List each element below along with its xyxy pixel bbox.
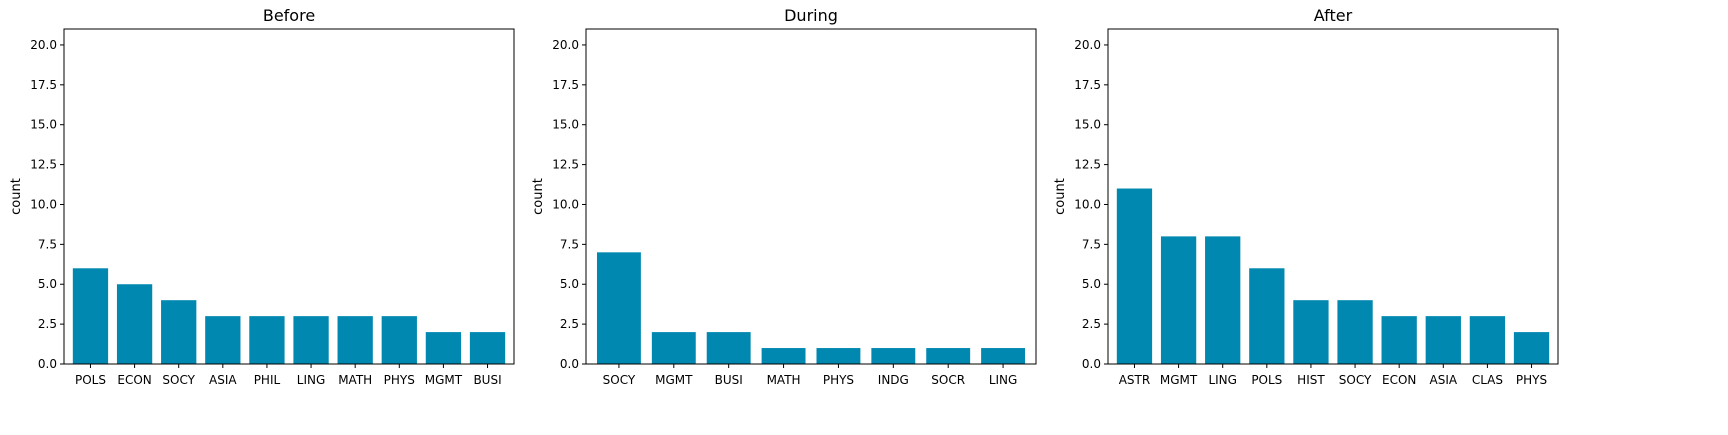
bar-econ — [116, 284, 153, 364]
bar-phys — [381, 316, 417, 364]
y-tick-label: 0.0 — [38, 357, 57, 371]
chart-title: Before — [263, 6, 315, 25]
x-tick-label: SOCY — [162, 373, 195, 387]
axes-frame — [1107, 28, 1559, 365]
x-tick-label: SOCY — [603, 373, 636, 387]
x-tick-label: MATH — [338, 373, 372, 387]
x-tick-label: SOCY — [1339, 373, 1372, 387]
x-tick-label: PHYS — [384, 373, 415, 387]
y-tick-label: 5.0 — [1082, 277, 1101, 291]
y-tick-label: 20.0 — [552, 38, 579, 52]
bar-socy — [1337, 300, 1373, 364]
chart-title: After — [1314, 6, 1353, 25]
y-tick-label: 12.5 — [552, 158, 579, 172]
bar-math — [337, 316, 373, 364]
x-tick-label: LING — [989, 373, 1018, 387]
y-tick-label: 12.5 — [30, 158, 57, 172]
y-tick-label: 5.0 — [560, 277, 579, 291]
y-tick-label: 10.0 — [1074, 197, 1101, 211]
x-tick-label: PHYS — [1516, 373, 1547, 387]
bar-asia — [205, 316, 241, 364]
x-tick-label: POLS — [75, 373, 106, 387]
y-tick-label: 2.5 — [1082, 317, 1101, 331]
x-tick-label: HIST — [1297, 373, 1325, 387]
y-tick-label: 10.0 — [552, 197, 579, 211]
x-tick-label: MGMT — [655, 373, 693, 387]
bar-pols — [1249, 268, 1285, 364]
bar-phys — [816, 348, 861, 364]
bar-busi — [706, 332, 751, 364]
y-tick-label: 7.5 — [1082, 237, 1101, 251]
bar-socr — [926, 348, 971, 364]
x-tick-label: ASIA — [1430, 373, 1458, 387]
y-tick-label: 20.0 — [1074, 38, 1101, 52]
x-tick-label: BUSI — [715, 373, 743, 387]
y-axis-label: count — [1053, 178, 1068, 215]
bar-phil — [249, 316, 285, 364]
x-tick-label: ECON — [1382, 373, 1416, 387]
y-tick-label: 7.5 — [560, 237, 579, 251]
y-tick-label: 17.5 — [30, 78, 57, 92]
y-tick-label: 20.0 — [30, 38, 57, 52]
y-tick-label: 15.0 — [552, 118, 579, 132]
x-tick-label: LING — [1208, 373, 1237, 387]
x-tick-label: MGMT — [425, 373, 463, 387]
x-tick-label: BUSI — [473, 373, 501, 387]
bar-hist — [1293, 300, 1329, 364]
bar-phys — [1513, 332, 1550, 364]
x-tick-label: SOCR — [931, 373, 965, 387]
y-tick-label: 15.0 — [30, 118, 57, 132]
chart-panel-1: 0.0 2.5 5.0 7.5 10.0 12.5 15.0 17.5 20.0 POLS ECON… — [9, 6, 515, 387]
x-tick-label: PHYS — [823, 373, 854, 387]
bar-clas — [1469, 316, 1506, 364]
bar-ling — [1205, 236, 1241, 364]
x-tick-label: LING — [297, 373, 326, 387]
bar-mgmt — [651, 332, 696, 364]
x-tick-label: MGMT — [1160, 373, 1198, 387]
x-tick-label: ASIA — [209, 373, 237, 387]
x-tick-label: POLS — [1251, 373, 1282, 387]
x-tick-label: PHIL — [254, 373, 281, 387]
bar-ling — [293, 316, 329, 364]
x-tick-label: MATH — [767, 373, 801, 387]
bar-socy — [161, 300, 197, 364]
bar-astr — [1116, 188, 1153, 364]
y-tick-label: 0.0 — [560, 357, 579, 371]
y-tick-label: 0.0 — [1082, 357, 1101, 371]
y-tick-label: 15.0 — [1074, 118, 1101, 132]
x-tick-label: ASTR — [1119, 373, 1151, 387]
chart-panel-3: 0.0 2.5 5.0 7.5 10.0 12.5 15.0 17.5 20.0 ASTR MGMT… — [1053, 6, 1559, 387]
bar-mgmt — [425, 332, 462, 364]
bar-asia — [1425, 316, 1461, 364]
bar-pols — [72, 268, 109, 364]
y-axis-label: count — [531, 178, 546, 215]
y-tick-label: 2.5 — [560, 317, 579, 331]
axes-frame — [63, 28, 515, 365]
bar-econ — [1381, 316, 1417, 364]
bar-ling — [981, 348, 1026, 364]
y-tick-label: 10.0 — [30, 197, 57, 211]
y-tick-label: 7.5 — [38, 237, 57, 251]
y-tick-label: 17.5 — [552, 78, 579, 92]
bar-math — [761, 348, 806, 364]
axes-frame — [585, 28, 1037, 365]
x-tick-label: INDG — [878, 373, 909, 387]
bar-busi — [469, 332, 506, 364]
bar-socy — [596, 252, 641, 364]
x-tick-label: CLAS — [1472, 373, 1503, 387]
y-tick-label: 12.5 — [1074, 158, 1101, 172]
bar-indg — [871, 348, 916, 364]
y-axis-label: count — [9, 178, 24, 215]
y-tick-label: 5.0 — [38, 277, 57, 291]
bar-mgmt — [1160, 236, 1197, 364]
x-tick-label: ECON — [117, 373, 151, 387]
y-tick-label: 2.5 — [38, 317, 57, 331]
y-tick-label: 17.5 — [1074, 78, 1101, 92]
chart-panel-2: 0.0 2.5 5.0 7.5 10.0 12.5 15.0 17.5 20.0 SOCY MGMT… — [531, 6, 1037, 387]
chart-title: During — [784, 6, 838, 25]
